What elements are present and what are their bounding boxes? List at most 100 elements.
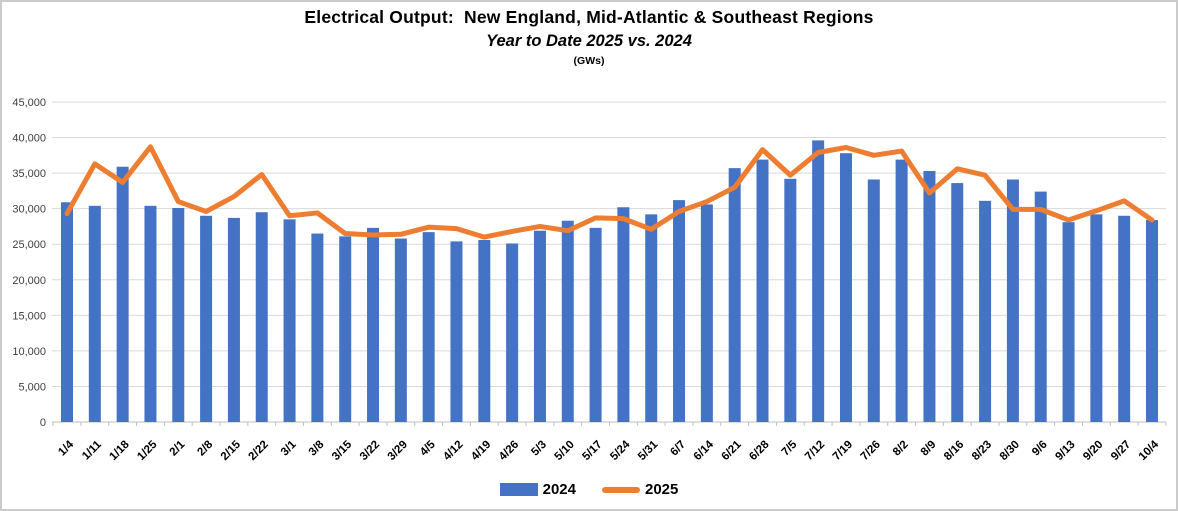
bar-2024	[617, 207, 630, 422]
legend-label-2025: 2025	[645, 481, 679, 498]
x-tick-label: 3/29	[386, 439, 410, 463]
bar-2024	[979, 200, 992, 422]
x-tick-label: 4/5	[418, 438, 438, 458]
x-tick-label: 5/10	[553, 439, 577, 463]
bar-2024	[784, 178, 797, 422]
bar-2024	[61, 202, 73, 422]
bar-2024	[255, 212, 268, 422]
bar-2024	[1034, 191, 1047, 422]
x-tick-label: 6/28	[747, 438, 772, 463]
bar-2024	[172, 207, 185, 422]
x-tick-label: 9/13	[1053, 439, 1077, 463]
bar-2024	[144, 205, 157, 422]
y-tick-label: 15,000	[12, 310, 46, 322]
bar-2024	[88, 205, 101, 422]
x-tick-label: 3/1	[279, 438, 299, 458]
x-tick-label: 4/12	[441, 439, 465, 463]
bar-2024	[1062, 222, 1075, 422]
x-tick-label: 5/3	[529, 439, 549, 459]
x-tick-label: 5/17	[580, 439, 604, 463]
chart-title: Electrical Output: New England, Mid-Atla…	[304, 7, 874, 27]
y-tick-label: 20,000	[12, 275, 46, 287]
x-tick-label: 8/23	[970, 439, 994, 463]
bar-2024	[561, 220, 574, 422]
x-tick-label: 6/7	[668, 439, 688, 459]
bar-2024	[1006, 179, 1019, 422]
x-tick-label: 2/1	[168, 438, 188, 458]
bar-2024	[339, 236, 352, 422]
bar-2024	[895, 159, 908, 422]
chart-subtitle: Year to Date 2025 vs. 2024	[486, 32, 692, 50]
bar-2024	[506, 243, 519, 422]
legend-bar-swatch-icon	[499, 483, 538, 496]
y-tick-label: 0	[40, 417, 46, 429]
bar-2024	[923, 170, 936, 422]
bar-2024	[728, 168, 741, 422]
bar-2024	[756, 159, 769, 422]
x-tick-label: 7/19	[831, 439, 855, 463]
x-tick-label: 10/4	[1137, 438, 1162, 463]
x-tick-label: 8/9	[919, 439, 939, 459]
x-tick-label: 8/16	[942, 439, 966, 463]
x-tick-label: 1/18	[107, 438, 132, 463]
y-tick-label: 10,000	[12, 346, 46, 358]
x-tick-label: 7/12	[803, 439, 827, 463]
bar-2024	[1145, 220, 1158, 422]
legend-item-2025: 2025	[602, 481, 678, 498]
x-tick-label: 2/15	[219, 438, 244, 463]
x-tick-label: 6/21	[719, 438, 744, 463]
x-tick-label: 7/26	[859, 439, 883, 463]
x-tick-label: 8/30	[998, 439, 1022, 463]
bar-2024	[283, 219, 296, 422]
legend-item-2024: 2024	[499, 481, 576, 498]
x-tick-label: 7/5	[780, 438, 800, 458]
bar-2024	[311, 233, 324, 422]
bar-2024	[867, 179, 880, 422]
bar-2024	[700, 204, 713, 422]
x-tick-label: 8/2	[891, 439, 911, 459]
x-tick-label: 9/6	[1030, 439, 1050, 459]
x-tick-label: 2/8	[195, 438, 215, 458]
x-tick-label: 5/31	[636, 438, 661, 463]
x-tick-label: 1/4	[56, 438, 76, 458]
bar-2024	[450, 241, 463, 422]
x-tick-label: 5/24	[608, 438, 633, 463]
x-tick-label: 1/25	[135, 438, 160, 463]
bar-2024	[589, 227, 602, 422]
bar-2024	[1090, 214, 1103, 422]
y-tick-label: 25,000	[12, 239, 46, 251]
y-tick-label: 5,000	[18, 381, 46, 393]
bar-2024	[839, 153, 852, 422]
y-tick-label: 40,000	[12, 133, 46, 145]
legend-label-2024: 2024	[542, 481, 576, 498]
chart-header: Electrical Output: New England, Mid-Atla…	[2, 7, 1176, 67]
x-tick-label: 6/14	[692, 438, 717, 463]
chart-units-label: (GWs)	[573, 55, 605, 67]
bar-2024	[116, 166, 129, 422]
bar-2024	[533, 230, 546, 422]
bar-2024	[227, 217, 240, 422]
x-tick-label: 9/27	[1109, 439, 1133, 463]
legend-line-swatch-icon	[602, 486, 640, 493]
x-tick-label: 3/22	[358, 439, 382, 463]
x-tick-label: 3/15	[330, 438, 355, 463]
bar-2024	[812, 140, 825, 422]
x-tick-label: 2/22	[247, 439, 271, 463]
x-tick-label: 4/19	[469, 439, 493, 463]
y-tick-label: 45,000	[12, 97, 46, 109]
x-tick-label: 3/8	[307, 438, 327, 458]
x-tick-label: 1/11	[80, 438, 104, 462]
bar-2024	[367, 227, 380, 422]
bar-2024	[1118, 215, 1131, 422]
bar-2024	[394, 238, 407, 422]
y-tick-label: 30,000	[12, 204, 46, 216]
line-2025	[64, 144, 1155, 240]
bar-2024	[422, 232, 435, 422]
legend: 2024 2025	[2, 481, 1176, 498]
x-tick-label: 9/20	[1081, 439, 1105, 463]
x-tick-label: 4/26	[497, 439, 521, 463]
bar-2024	[200, 215, 213, 422]
bar-2024	[645, 214, 658, 422]
